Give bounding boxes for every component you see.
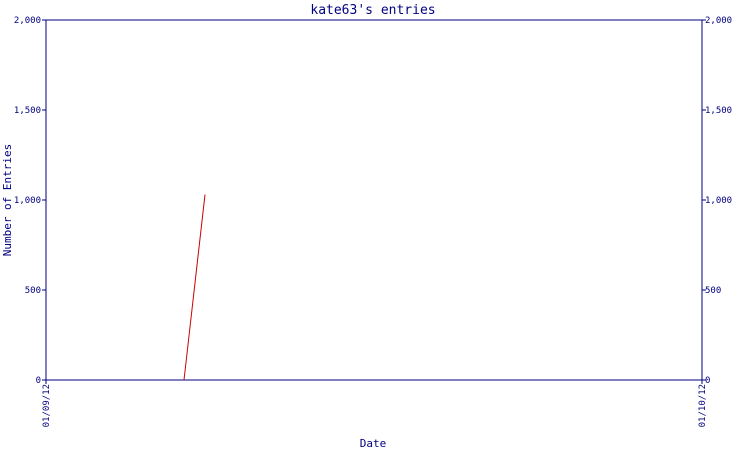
x-tick-label: 01/10/12 <box>698 384 708 427</box>
y-tick-label-right: 0 <box>705 376 710 386</box>
x-ticks: 01/09/12 01/10/12 <box>42 380 708 427</box>
y-tick-label-right: 500 <box>705 286 721 296</box>
y-tick-label-right: 1,000 <box>705 196 732 206</box>
y-tick-label-left: 1,000 <box>14 196 41 206</box>
x-tick-label: 01/09/12 <box>42 384 52 427</box>
y-tick-label-left: 1,500 <box>14 106 41 116</box>
chart-title: kate63's entries <box>310 3 435 18</box>
y-tick-label-right: 2,000 <box>705 16 732 26</box>
series-layer <box>183 194 206 381</box>
y-ticks-left: 0 500 1,000 1,500 2,000 <box>14 16 46 386</box>
plot-area <box>45 19 703 381</box>
y-tick-label-right: 1,500 <box>705 106 732 116</box>
series-line <box>183 194 206 381</box>
y-tick-label-left: 500 <box>25 286 41 296</box>
x-axis-label: Date <box>360 437 387 450</box>
y-axis-label: Number of Entries <box>1 144 14 257</box>
y-tick-label-left: 2,000 <box>14 16 41 26</box>
y-ticks-right: 0 500 1,000 1,500 2,000 <box>702 16 732 386</box>
y-tick-label-left: 0 <box>36 376 41 386</box>
